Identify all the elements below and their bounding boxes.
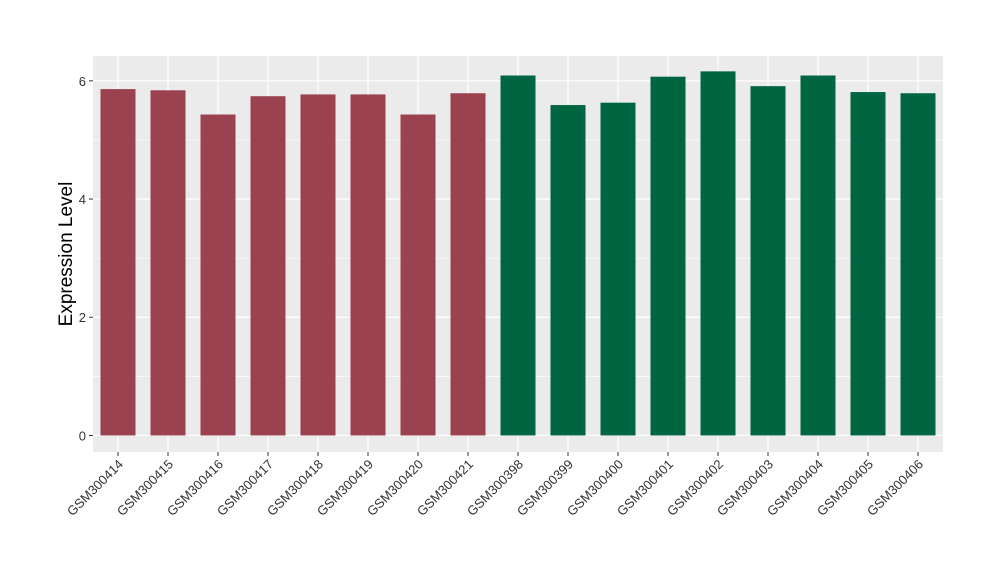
bar-GSM300402 <box>700 71 736 436</box>
bar-GSM300421 <box>450 93 486 436</box>
bar-GSM300398 <box>500 75 536 436</box>
y-tick-label: 4 <box>79 192 86 207</box>
bar-GSM300414 <box>100 89 136 436</box>
bar-GSM300400 <box>600 102 636 436</box>
x-axis: GSM300414GSM300415GSM300416GSM300417GSM3… <box>64 452 926 519</box>
bar-GSM300405 <box>850 92 886 436</box>
bar-GSM300406 <box>900 93 936 436</box>
bars-group <box>100 71 936 436</box>
bar-GSM300417 <box>250 96 286 436</box>
bar-GSM300418 <box>300 94 336 436</box>
bar-GSM300419 <box>350 94 386 436</box>
y-axis-label: Expression Level <box>56 182 77 327</box>
y-tick-label: 2 <box>79 310 86 325</box>
bar-GSM300399 <box>550 105 586 436</box>
bar-GSM300420 <box>400 114 436 436</box>
y-tick-label: 0 <box>79 428 86 443</box>
bar-GSM300403 <box>750 86 786 436</box>
bar-GSM300415 <box>150 90 186 436</box>
y-axis: 0 2 4 6 <box>79 74 93 443</box>
bar-GSM300404 <box>800 75 836 436</box>
bar-GSM300416 <box>200 114 236 436</box>
y-tick-label: 6 <box>79 74 86 89</box>
bar-GSM300401 <box>650 76 686 436</box>
